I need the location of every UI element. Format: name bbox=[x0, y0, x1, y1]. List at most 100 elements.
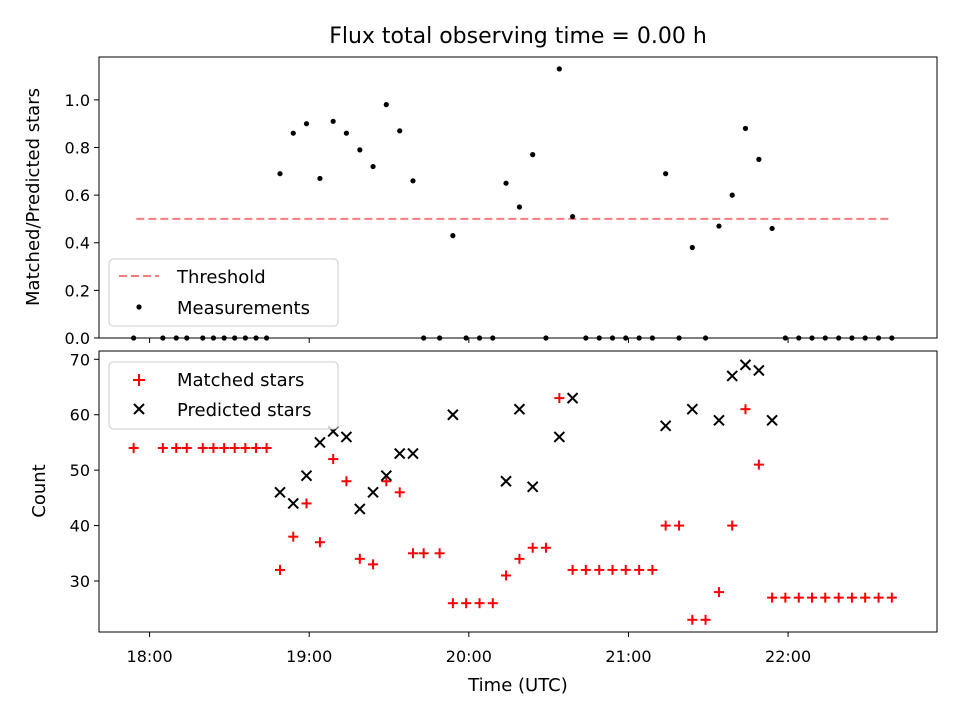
matched-star-point bbox=[229, 442, 240, 453]
matched-star-point bbox=[418, 548, 429, 559]
measurement-point bbox=[516, 204, 523, 210]
matched-star-point bbox=[208, 442, 219, 453]
matched-star-point bbox=[181, 442, 192, 453]
matched-star-point bbox=[197, 442, 208, 453]
measurement-point bbox=[397, 128, 403, 134]
predicted-star-point bbox=[739, 359, 752, 371]
y-tick-label: 70 bbox=[70, 350, 90, 369]
predicted-star-point bbox=[526, 481, 539, 493]
matched-star-point bbox=[740, 404, 751, 415]
y-tick-label: 60 bbox=[70, 406, 90, 425]
predicted-star-point bbox=[766, 414, 778, 426]
matched-star-point bbox=[580, 564, 591, 575]
legend-measurements-swatch bbox=[136, 304, 142, 310]
y-tick-label: 1.0 bbox=[65, 91, 90, 110]
predicted-star-point bbox=[713, 414, 725, 426]
bottom-marks bbox=[128, 359, 897, 625]
measurement-point bbox=[689, 244, 695, 251]
matched-star-point bbox=[647, 564, 658, 575]
predicted-star-point bbox=[513, 403, 526, 415]
chart-title: Flux total observing time = 0.00 h bbox=[329, 24, 707, 49]
matched-star-point bbox=[846, 592, 857, 603]
y-tick-label: 30 bbox=[70, 572, 90, 591]
y-tick-label: 0.4 bbox=[65, 234, 90, 253]
matched-star-point bbox=[251, 442, 262, 453]
predicted-star-point bbox=[553, 431, 566, 443]
bottom-panel: 30 40 50 60 70 18:00 19:00 20:00 21:00 22:00 Cou… bbox=[29, 350, 938, 696]
measurement-point bbox=[729, 192, 735, 198]
predicted-star-point bbox=[753, 364, 765, 377]
predicted-star-point bbox=[566, 392, 579, 404]
predicted-star-point bbox=[314, 436, 326, 449]
matched-star-point bbox=[713, 587, 724, 598]
measurement-point bbox=[769, 225, 775, 232]
measurement-point bbox=[756, 156, 762, 162]
x-tick-label: 21:00 bbox=[605, 647, 651, 666]
measurement-point bbox=[450, 233, 456, 239]
matched-star-point bbox=[767, 592, 778, 603]
matched-star-point bbox=[554, 393, 565, 404]
measurement-point bbox=[277, 171, 283, 177]
matched-star-point bbox=[886, 592, 897, 603]
measurement-point bbox=[569, 213, 576, 220]
matched-star-point bbox=[447, 598, 458, 609]
predicted-star-point bbox=[659, 420, 672, 432]
x-axis-label: Time (UTC) bbox=[467, 675, 568, 696]
matched-star-point bbox=[328, 454, 339, 465]
matched-star-point bbox=[171, 442, 182, 453]
x-tick-label: 18:00 bbox=[127, 647, 173, 666]
matched-star-point bbox=[860, 592, 871, 603]
y-tick-label: 40 bbox=[70, 517, 90, 536]
matched-star-point bbox=[128, 442, 139, 453]
matched-star-point bbox=[501, 570, 512, 581]
matched-star-point bbox=[407, 548, 418, 559]
matched-star-point bbox=[434, 548, 445, 559]
matched-star-point bbox=[687, 614, 698, 625]
y-tick-label: 0.6 bbox=[65, 186, 90, 205]
matched-star-point bbox=[620, 564, 631, 575]
measurement-point bbox=[663, 171, 669, 177]
y-tick-label: 0.2 bbox=[65, 281, 90, 300]
matched-star-point bbox=[301, 498, 312, 509]
measurement-point bbox=[303, 121, 310, 127]
matched-star-point bbox=[240, 442, 251, 453]
predicted-star-point bbox=[407, 447, 419, 460]
legend-measurements-label: Measurements bbox=[177, 298, 310, 319]
measurement-point bbox=[357, 147, 363, 153]
matched-star-point bbox=[288, 531, 299, 542]
matched-star-point bbox=[634, 564, 645, 575]
measurement-point bbox=[410, 178, 416, 184]
matched-star-point bbox=[514, 553, 525, 564]
measurement-point bbox=[503, 180, 509, 186]
top-x-ticks bbox=[149, 338, 789, 343]
matched-star-point bbox=[461, 598, 472, 609]
top-panel: 0.0 0.2 0.4 0.6 0.8 1.0 Matched/Predicted sta… bbox=[23, 56, 938, 348]
matched-star-point bbox=[594, 564, 605, 575]
predicted-star-point bbox=[380, 469, 393, 482]
predicted-star-point bbox=[686, 403, 699, 415]
y-tick-label: 50 bbox=[70, 461, 90, 480]
top-y-axis-label: Matched/Predicted stars bbox=[23, 88, 44, 306]
top-y-ticks: 0.0 0.2 0.4 0.6 0.8 1.0 bbox=[65, 91, 99, 348]
legend-matched-swatch bbox=[133, 374, 145, 386]
predicted-star-point bbox=[354, 503, 366, 515]
predicted-star-point bbox=[726, 370, 738, 382]
bottom-y-ticks: 30 40 50 60 70 bbox=[70, 350, 99, 591]
matched-star-point bbox=[567, 564, 578, 575]
legend-matched-label: Matched stars bbox=[177, 370, 304, 391]
x-tick-label: 19:00 bbox=[286, 647, 332, 666]
matched-star-point bbox=[873, 592, 884, 603]
matched-star-point bbox=[674, 520, 685, 531]
matched-star-point bbox=[660, 520, 671, 531]
matched-star-point bbox=[157, 442, 168, 453]
measurement-point bbox=[716, 223, 722, 229]
matched-star-point bbox=[487, 598, 498, 609]
matched-star-point bbox=[394, 487, 405, 498]
matched-star-point bbox=[381, 476, 392, 487]
y-tick-label: 0.0 bbox=[65, 329, 90, 348]
measurement-point bbox=[370, 163, 376, 170]
top-marks bbox=[131, 66, 895, 341]
x-tick-label: 22:00 bbox=[765, 647, 811, 666]
matched-star-point bbox=[314, 537, 325, 548]
